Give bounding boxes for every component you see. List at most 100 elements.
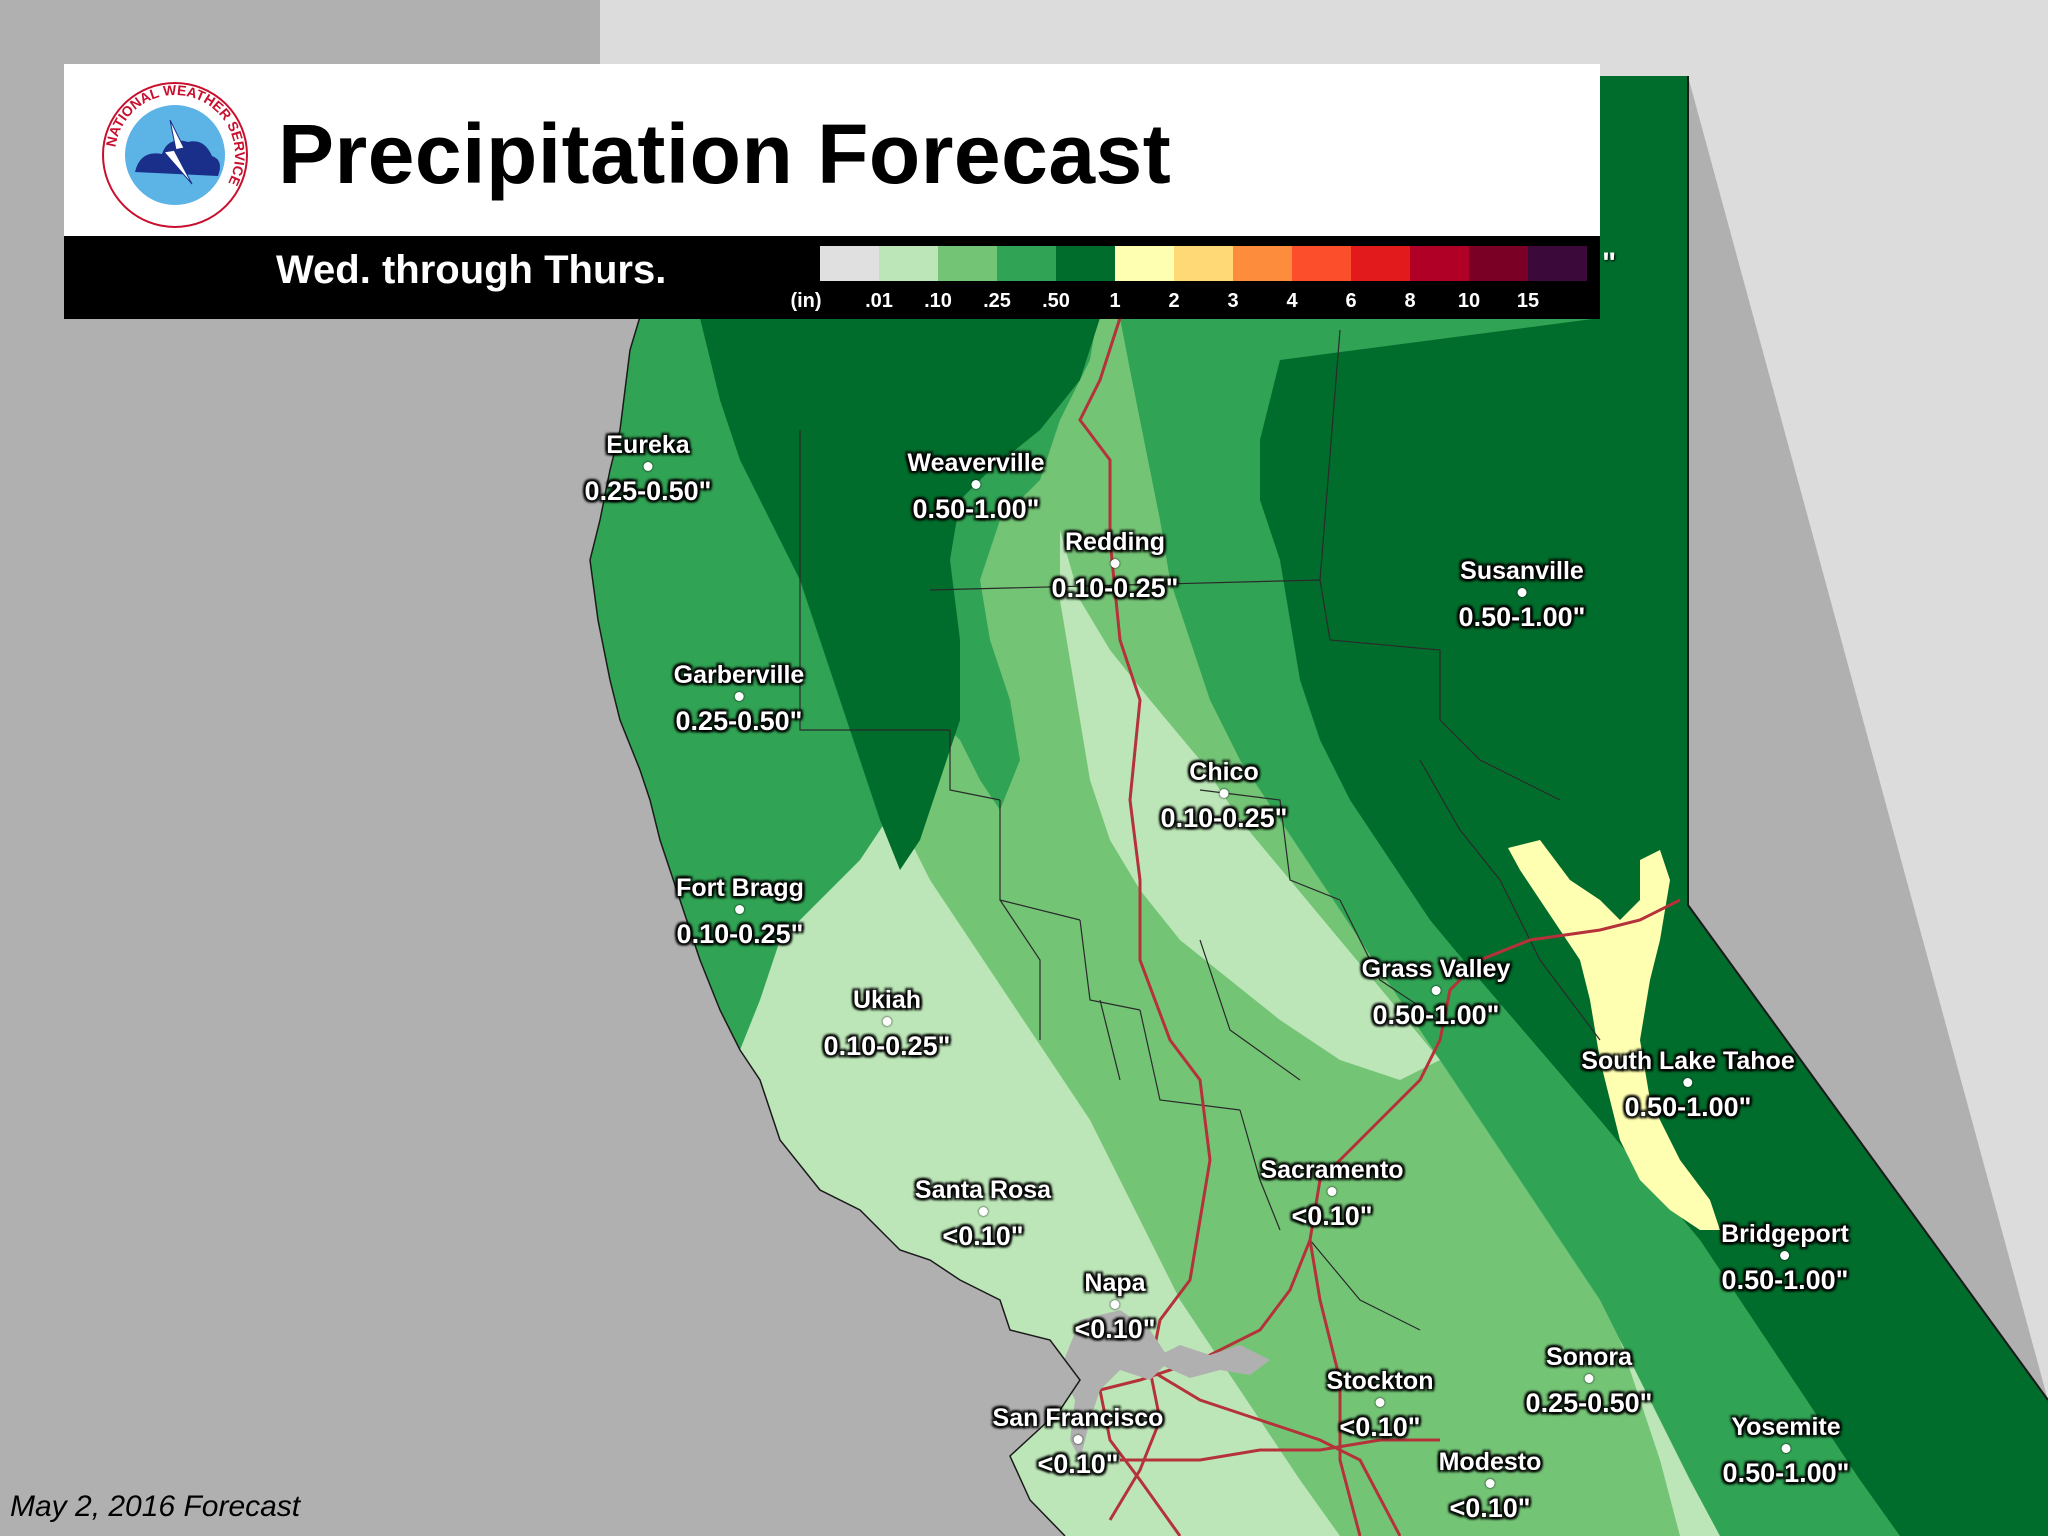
city-name: Sonora (1545, 1343, 1633, 1371)
legend-swatch (938, 246, 997, 281)
city-name: Stockton (1326, 1367, 1434, 1395)
city-label: Stockton <0.10" (1327, 1366, 1434, 1443)
city-marker-icon (1110, 559, 1120, 568)
city-precip-amount: 0.25-0.50" (675, 706, 803, 736)
city-precip-amount: <0.10" (942, 1221, 1024, 1251)
forecast-period: Wed. through Thurs. (276, 248, 667, 292)
city-label: San Francisco <0.10" (993, 1403, 1164, 1480)
forecast-date: May 2, 2016 Forecast (10, 1490, 301, 1523)
city-name: Fort Bragg (676, 874, 804, 902)
city-marker-icon (734, 692, 744, 701)
city-name: Chico (1189, 758, 1259, 786)
legend-swatch (1174, 246, 1233, 281)
city-precip-amount: 0.25-0.50" (1525, 1388, 1653, 1418)
city-precip-amount: <0.10" (1037, 1449, 1119, 1479)
city-precip-amount: 0.50-1.00" (1624, 1092, 1752, 1122)
precip-legend: (in) .01 .10 .25 .50 1 2 3 4 6 8 10 15 (790, 246, 1595, 318)
city-marker-icon (735, 905, 745, 914)
city-label: Redding 0.10-0.25" (1052, 527, 1179, 604)
city-label: Chico 0.10-0.25" (1161, 757, 1288, 834)
map-header: NATIONAL WEATHER SERVICE Precipitation F… (64, 64, 1600, 319)
legend-unit: (in) (790, 290, 822, 312)
city-marker-icon (1780, 1251, 1790, 1260)
legend-swatch (820, 246, 879, 281)
city-name: South Lake Tahoe (1581, 1047, 1795, 1075)
legend-label: 3 (1227, 290, 1239, 312)
legend-label: 6 (1345, 290, 1357, 312)
city-precip-amount: <0.10" (1074, 1314, 1156, 1344)
city-precip-amount: 0.50-1.00" (1372, 1000, 1500, 1030)
city-precip-amount: 0.10-0.25" (1160, 803, 1288, 833)
city-name: Garberville (673, 661, 805, 689)
delta-water (1150, 1345, 1270, 1378)
legend-swatch (1056, 246, 1115, 281)
city-label: Weaverville 0.50-1.00" (907, 448, 1044, 525)
legend-label: 10 (1457, 290, 1481, 312)
legend-labels: (in) .01 .10 .25 .50 1 2 3 4 6 8 10 15 (790, 290, 1595, 316)
city-precip-amount: 0.10-0.25" (823, 1031, 951, 1061)
legend-label: 15 (1516, 290, 1540, 312)
legend-label: .10 (924, 290, 952, 312)
city-marker-icon (1431, 986, 1441, 995)
city-label: Napa <0.10" (1074, 1268, 1155, 1345)
valley-light (1060, 530, 1440, 1080)
legend-swatch (1115, 246, 1174, 281)
legend-swatch (879, 246, 938, 281)
city-marker-icon (978, 1207, 988, 1216)
nevada-land (1688, 76, 2048, 1400)
city-marker-icon (1683, 1078, 1693, 1087)
san-francisco-bay (1060, 1310, 1170, 1460)
city-label: Sacramento <0.10" (1260, 1155, 1403, 1232)
precip-zone-100 (1508, 840, 1720, 1230)
nws-logo-icon: NATIONAL WEATHER SERVICE (100, 80, 250, 230)
city-label: Eureka 0.25-0.50" (585, 430, 712, 507)
city-label: Grass Valley 0.50-1.00" (1362, 954, 1511, 1031)
city-name: Susanville (1460, 557, 1584, 585)
legend-swatch (1410, 246, 1469, 281)
city-marker-icon (882, 1017, 892, 1026)
legend-label: .50 (1042, 290, 1070, 312)
city-label: Bridgeport 0.50-1.00" (1721, 1219, 1849, 1296)
city-name: Napa (1084, 1269, 1146, 1297)
city-name: Yosemite (1731, 1413, 1841, 1441)
city-marker-icon (1485, 1479, 1495, 1488)
city-name: Ukiah (852, 986, 922, 1014)
legend-label: 2 (1168, 290, 1180, 312)
city-label: Sonora 0.25-0.50" (1526, 1342, 1653, 1419)
city-label: Susanville 0.50-1.00" (1459, 556, 1586, 633)
city-marker-icon (1584, 1374, 1594, 1383)
city-name: Grass Valley (1361, 955, 1511, 983)
coastline (589, 299, 1081, 1536)
city-name: Santa Rosa (914, 1176, 1052, 1204)
city-label: South Lake Tahoe 0.50-1.00" (1581, 1046, 1794, 1123)
city-label: Modesto <0.10" (1439, 1447, 1542, 1524)
city-precip-amount: <0.10" (1291, 1201, 1373, 1231)
city-precip-amount: <0.10" (1449, 1493, 1531, 1523)
city-marker-icon (1781, 1444, 1791, 1453)
city-name: Eureka (606, 431, 690, 459)
city-label: Santa Rosa <0.10" (915, 1175, 1051, 1252)
city-label: Yosemite 0.50-1.00" (1723, 1412, 1850, 1489)
city-name: Sacramento (1260, 1156, 1404, 1184)
city-precip-amount: 0.50-1.00" (1721, 1265, 1849, 1295)
city-precip-amount: <0.10" (1339, 1412, 1421, 1442)
city-marker-icon (1327, 1187, 1337, 1196)
city-marker-icon (643, 462, 653, 471)
legend-label: .25 (983, 290, 1011, 312)
legend-swatch (1469, 246, 1528, 281)
city-marker-icon (1219, 789, 1229, 798)
city-precip-amount: 0.50-1.00" (1458, 602, 1586, 632)
legend-label: .01 (865, 290, 893, 312)
city-marker-icon (1110, 1300, 1120, 1309)
city-name: Bridgeport (1721, 1220, 1849, 1248)
city-label: Ukiah 0.10-0.25" (824, 985, 951, 1062)
legend-swatch (1351, 246, 1410, 281)
city-precip-amount: 0.50-1.00" (1722, 1458, 1850, 1488)
legend-label: 4 (1286, 290, 1298, 312)
legend-swatch (1292, 246, 1351, 281)
legend-swatches (820, 246, 1587, 281)
legend-swatch (997, 246, 1056, 281)
city-marker-icon (1375, 1398, 1385, 1407)
city-marker-icon (971, 480, 981, 489)
city-label: Garberville 0.25-0.50" (674, 660, 805, 737)
